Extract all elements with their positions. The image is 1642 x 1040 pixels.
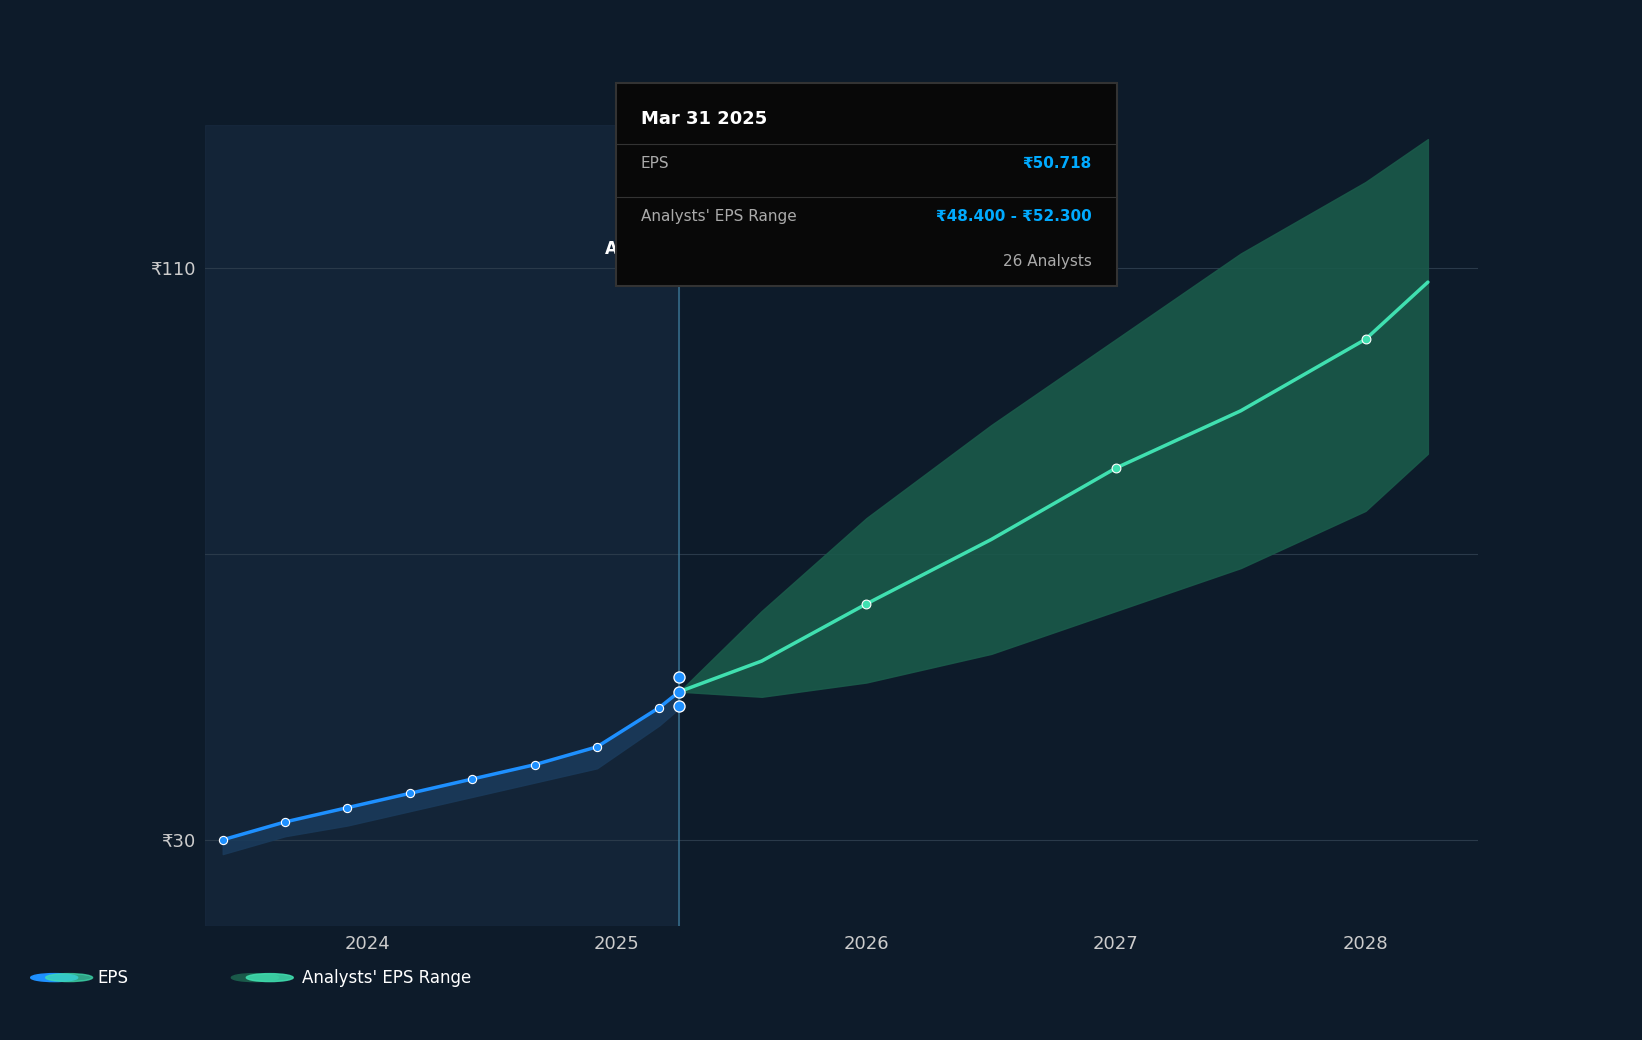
Text: Analysts' EPS Range: Analysts' EPS Range [302,968,471,987]
Point [522,756,548,773]
Point [667,669,693,685]
Point [667,698,693,714]
Point [585,738,611,755]
Text: EPS: EPS [97,968,128,987]
Point [854,596,880,613]
Point [210,832,236,849]
Point [273,813,299,830]
Bar [205,125,680,926]
Text: ₹50.718: ₹50.718 [1023,156,1092,172]
Point [1103,460,1130,476]
Text: Actual: Actual [606,240,665,258]
Text: Analysts' EPS Range: Analysts' EPS Range [640,209,796,224]
Point [667,669,693,685]
Circle shape [31,973,77,982]
Point [460,771,486,787]
Circle shape [246,973,294,982]
Point [397,785,424,802]
Text: Analysts Forecasts: Analysts Forecasts [699,240,854,258]
Circle shape [46,973,92,982]
Text: 26 Analysts: 26 Analysts [1003,254,1092,268]
Text: Mar 31 2025: Mar 31 2025 [640,109,767,128]
Point [667,698,693,714]
Text: EPS: EPS [640,156,670,172]
Point [667,683,693,700]
Point [647,699,673,716]
Point [1353,331,1379,347]
Point [667,683,693,700]
FancyBboxPatch shape [616,83,1117,286]
Point [667,683,693,700]
Circle shape [232,973,279,982]
Point [667,683,693,700]
Text: ₹48.400 - ₹52.300: ₹48.400 - ₹52.300 [936,209,1092,224]
Point [335,800,361,816]
